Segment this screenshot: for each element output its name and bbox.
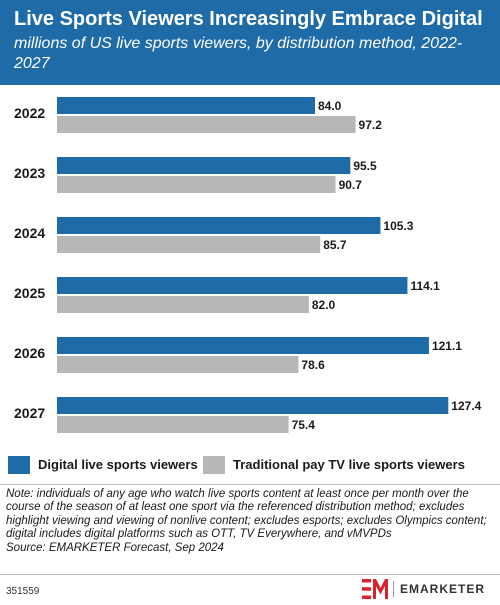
bar-digital-2024 <box>57 217 381 234</box>
emarketer-logo-icon <box>362 579 388 599</box>
value-label-traditional-2022: 97.2 <box>359 118 383 132</box>
bar-traditional-2024 <box>57 236 321 253</box>
bar-digital-2022 <box>57 97 315 114</box>
value-label-digital-2025: 114.1 <box>410 279 440 293</box>
divider-top <box>0 484 500 485</box>
bar-digital-2025 <box>57 277 408 294</box>
value-label-digital-2023: 95.5 <box>353 159 377 173</box>
divider-bottom <box>0 574 500 575</box>
legend-label-digital: Digital live sports viewers <box>38 457 198 472</box>
brand: EMARKETER <box>362 579 492 599</box>
legend-label-traditional: Traditional pay TV live sports viewers <box>233 457 465 472</box>
value-label-traditional-2025: 82.0 <box>312 298 336 312</box>
brand-separator <box>393 581 394 597</box>
chart-header: Live Sports Viewers Increasingly Embrace… <box>0 0 500 85</box>
bar-traditional-2022 <box>57 116 356 133</box>
value-label-traditional-2024: 85.7 <box>323 238 347 252</box>
value-label-traditional-2023: 90.7 <box>339 178 363 192</box>
value-label-traditional-2026: 78.6 <box>301 358 325 372</box>
value-label-digital-2026: 121.1 <box>432 339 462 353</box>
brand-name: EMARKETER <box>400 582 486 596</box>
value-label-traditional-2027: 75.4 <box>292 418 316 432</box>
bar-chart: 2022 84.0 97.2 2023 95.5 90.7 2024 105.3 85.7 202… <box>14 97 482 433</box>
bar-digital-2026 <box>57 337 429 354</box>
bar-digital-2027 <box>57 397 449 414</box>
category-label-2024: 2024 <box>14 225 45 241</box>
category-label-2025: 2025 <box>14 285 45 301</box>
legend-swatch-digital <box>8 456 30 474</box>
chart-id: 351559 <box>6 586 40 597</box>
category-label-2026: 2026 <box>14 345 45 361</box>
category-label-2027: 2027 <box>14 405 45 421</box>
bar-digital-2023 <box>57 157 351 174</box>
chart-subtitle: millions of US live sports viewers, by d… <box>14 35 463 72</box>
bar-traditional-2025 <box>57 296 309 313</box>
bar-traditional-2027 <box>57 416 289 433</box>
chart-legend: Digital live sports viewers Traditional … <box>0 455 500 477</box>
category-label-2022: 2022 <box>14 105 45 121</box>
value-label-digital-2027: 127.4 <box>451 399 481 413</box>
chart-notes: Note: individuals of any age who watch l… <box>6 488 496 555</box>
value-label-digital-2024: 105.3 <box>383 219 413 233</box>
bar-traditional-2026 <box>57 356 299 373</box>
value-label-digital-2022: 84.0 <box>318 99 342 113</box>
chart-title: Live Sports Viewers Increasingly Embrace… <box>14 8 483 30</box>
category-label-2023: 2023 <box>14 165 45 181</box>
legend-swatch-traditional <box>203 456 225 474</box>
source-text: Source: EMARKETER Forecast, Sep 2024 <box>6 541 224 554</box>
bar-traditional-2023 <box>57 176 336 193</box>
note-text: Note: individuals of any age who watch l… <box>6 488 487 541</box>
